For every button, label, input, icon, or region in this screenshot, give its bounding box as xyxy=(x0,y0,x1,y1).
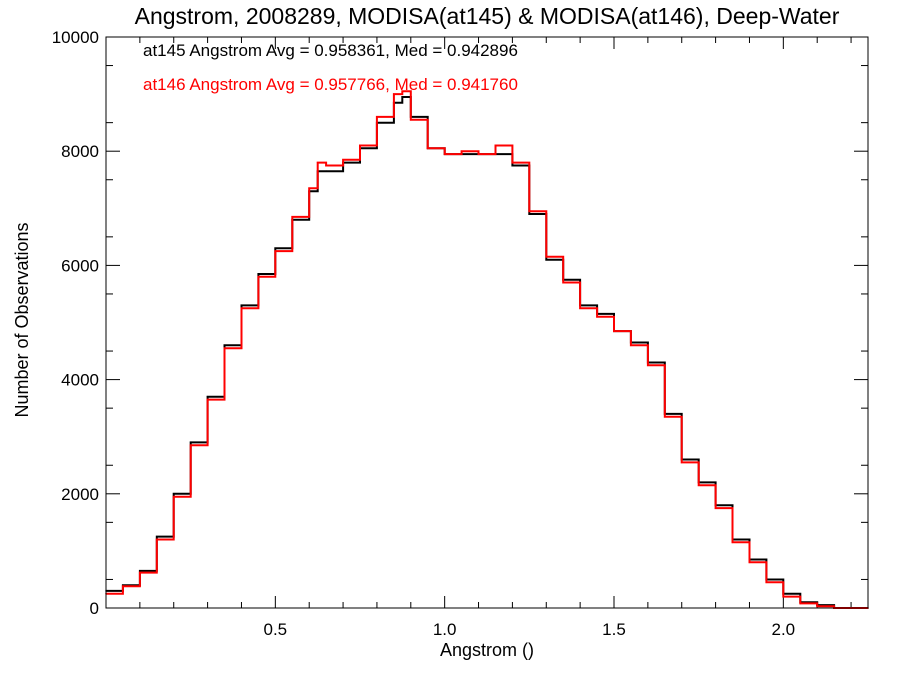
stat-annotation-0: at145 Angstrom Avg = 0.958361, Med = 0.9… xyxy=(143,41,518,60)
series-1-point xyxy=(765,581,768,584)
series-1 xyxy=(105,90,869,609)
series-1-point xyxy=(189,444,192,447)
series-1-point xyxy=(562,281,564,284)
series-1-point xyxy=(376,116,378,118)
series-1-point xyxy=(579,307,581,310)
series-1-point xyxy=(748,561,751,564)
y-tick-label: 10000 xyxy=(52,28,99,47)
series-0-point xyxy=(274,247,277,250)
series-1-point xyxy=(325,164,327,167)
series-1-point xyxy=(308,187,311,190)
x-tick-label: 2.0 xyxy=(772,620,796,639)
series-1-point xyxy=(359,144,361,147)
series-1-point xyxy=(460,150,463,152)
series-1-point xyxy=(257,276,260,278)
series-1-point xyxy=(613,330,615,332)
series-1-point xyxy=(393,93,395,95)
x-tick-label: 1.0 xyxy=(433,620,457,639)
series-1-point xyxy=(545,256,548,258)
series-1-point xyxy=(156,538,158,541)
series-1-point xyxy=(782,595,785,598)
series-1-point xyxy=(206,398,209,401)
series-0-point xyxy=(257,273,260,275)
series-1-point xyxy=(816,605,818,608)
y-axis-title: Number of Observations xyxy=(12,222,32,417)
series-1-line xyxy=(106,90,868,609)
series-1-point xyxy=(342,158,344,161)
series-1-point xyxy=(139,571,141,574)
series-1-point xyxy=(528,210,531,212)
y-tick-label: 2000 xyxy=(61,485,99,504)
y-tick-label: 4000 xyxy=(61,371,99,390)
y-tick-label: 6000 xyxy=(61,256,99,275)
stat-annotation-1: at146 Angstrom Avg = 0.957766, Med = 0.9… xyxy=(143,75,518,94)
series-0-point xyxy=(172,493,175,495)
series-1-point xyxy=(316,161,319,164)
series-1-point xyxy=(240,307,243,310)
series-1-point xyxy=(401,90,404,93)
series-1-point xyxy=(274,250,277,252)
series-1-point xyxy=(443,153,446,155)
series-1-point xyxy=(664,415,666,418)
series-1-point xyxy=(596,315,598,318)
series-1-point xyxy=(172,495,175,498)
x-tick-label: 1.5 xyxy=(602,620,626,639)
x-axis-title: Angstrom () xyxy=(440,640,534,660)
series-1-point xyxy=(410,118,412,121)
series-0-point xyxy=(139,570,141,572)
series-1-point xyxy=(799,602,802,605)
series-1-point xyxy=(630,344,632,347)
series-1-point xyxy=(697,484,700,487)
y-tick-label: 0 xyxy=(90,599,99,618)
series-0-point xyxy=(189,441,192,444)
series-0 xyxy=(105,96,869,609)
series-0-point xyxy=(511,164,514,167)
series-layer xyxy=(105,90,869,609)
series-0-point xyxy=(325,170,327,172)
plot-frame xyxy=(105,36,869,609)
series-1-point xyxy=(426,147,429,150)
series-0-point xyxy=(240,304,243,307)
series-0-point xyxy=(156,535,158,538)
series-1-point xyxy=(477,153,480,155)
annotation-layer: at145 Angstrom Avg = 0.958361, Med = 0.9… xyxy=(143,41,518,94)
series-1-point xyxy=(680,461,683,464)
series-1-point xyxy=(122,585,124,588)
x-tick-label: 0.5 xyxy=(264,620,288,639)
series-1-point xyxy=(291,216,294,218)
series-1-point xyxy=(511,161,514,164)
series-1-point xyxy=(647,364,649,367)
series-1-point xyxy=(731,541,734,544)
series-0-line xyxy=(106,96,868,609)
series-0-point xyxy=(528,213,531,215)
series-0-point xyxy=(401,96,404,98)
series-0-point xyxy=(545,258,548,261)
series-1-point xyxy=(714,507,717,509)
series-1-point xyxy=(223,347,226,349)
series-0-point xyxy=(223,344,226,347)
series-0-point xyxy=(206,395,209,398)
y-tick-label: 8000 xyxy=(61,142,99,161)
series-1-point xyxy=(494,144,497,147)
axis-ticks: 0.5 1.0 1.5 2.0 0 2000 4000 6000 8000 10000 xyxy=(52,28,868,639)
chart-title: Angstrom, 2008289, MODISA(at145) & MODIS… xyxy=(135,3,840,29)
